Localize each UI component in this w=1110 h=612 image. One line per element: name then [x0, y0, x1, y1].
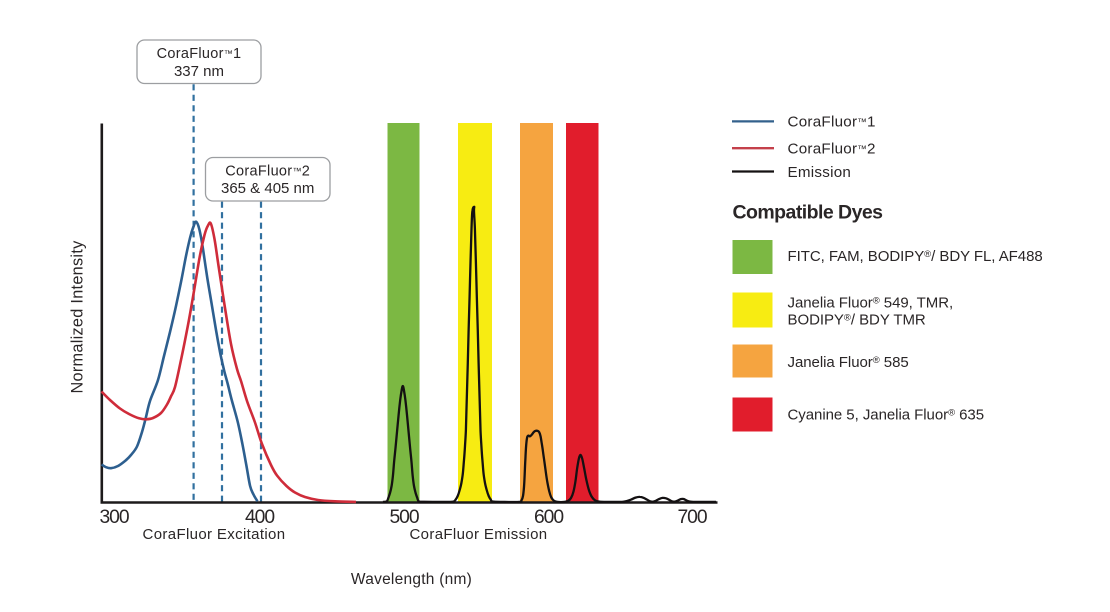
- svg-text:FITC, FAM, BODIPY®/ BDY FL, AF: FITC, FAM, BODIPY®/ BDY FL, AF488: [788, 248, 1043, 265]
- svg-text:Compatible Dyes: Compatible Dyes: [733, 202, 884, 224]
- svg-text:Janelia Fluor® 549, TMR,: Janelia Fluor® 549, TMR,: [788, 295, 954, 312]
- svg-text:337 nm: 337 nm: [174, 63, 224, 80]
- svg-text:400: 400: [245, 507, 274, 528]
- svg-text:Wavelength (nm): Wavelength (nm): [351, 571, 472, 588]
- svg-text:CoraFluor™1: CoraFluor™1: [157, 46, 242, 62]
- svg-text:600: 600: [534, 507, 563, 528]
- svg-text:365 & 405 nm: 365 & 405 nm: [221, 180, 314, 197]
- svg-text:Janelia Fluor® 585: Janelia Fluor® 585: [788, 354, 909, 371]
- svg-text:700: 700: [677, 507, 706, 528]
- svg-text:500: 500: [389, 507, 418, 528]
- svg-text:CoraFluor™1: CoraFluor™1: [788, 114, 876, 131]
- svg-text:Emission: Emission: [788, 164, 852, 181]
- svg-text:CoraFluor Excitation: CoraFluor Excitation: [143, 526, 286, 543]
- svg-text:300: 300: [99, 507, 128, 528]
- svg-text:Cyanine 5, Janelia Fluor® 635: Cyanine 5, Janelia Fluor® 635: [788, 406, 985, 423]
- svg-text:CoraFluor™2: CoraFluor™2: [788, 141, 876, 158]
- svg-text:CoraFluor™2: CoraFluor™2: [225, 163, 310, 179]
- svg-text:BODIPY®/ BDY TMR: BODIPY®/ BDY TMR: [788, 312, 926, 329]
- svg-text:CoraFluor Emission: CoraFluor Emission: [409, 526, 547, 543]
- svg-text:Normalized Intensity: Normalized Intensity: [69, 240, 87, 394]
